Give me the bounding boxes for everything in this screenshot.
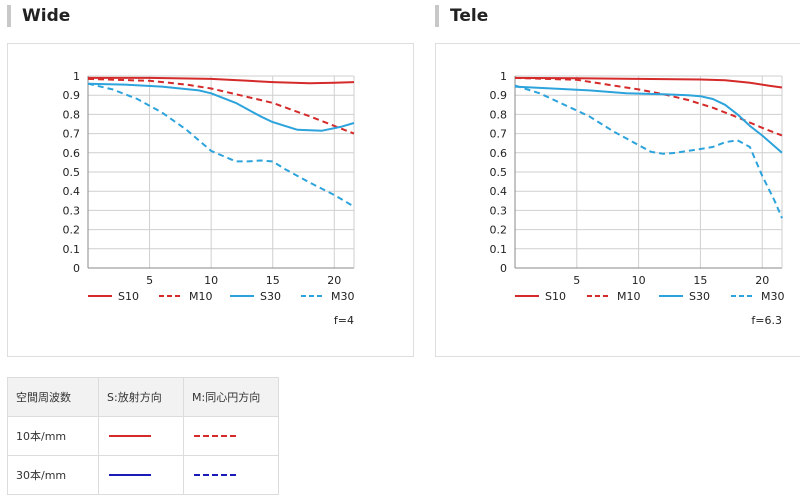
spatial-frequency-legend-table: 空間周波数 S:放射方向 M:同心円方向 10本/mm 30本/mm: [7, 377, 279, 495]
header-sagittal: S:放射方向: [98, 377, 184, 417]
s30-line-swatch: [109, 474, 151, 476]
table-header-row: 空間周波数 S:放射方向 M:同心円方向: [7, 377, 279, 417]
y-tick-label: 0.9: [63, 89, 81, 102]
y-tick-label: 0.2: [63, 224, 81, 237]
x-tick-label: 10: [204, 274, 218, 287]
y-tick-label: 0.3: [63, 204, 81, 217]
y-tick-label: 0: [73, 262, 80, 275]
y-tick-label: 0.1: [490, 243, 508, 256]
series-line-s30: [87, 82, 355, 132]
y-tick-label: 0.8: [490, 108, 508, 121]
legend-label-s30: S30: [260, 290, 281, 303]
y-tick-label: 0.6: [490, 147, 508, 160]
y-tick-label: 0.8: [63, 108, 81, 121]
m10-line-swatch: [194, 435, 236, 437]
header-meridional: M:同心円方向: [183, 377, 279, 417]
x-tick-label: 20: [327, 274, 341, 287]
y-tick-label: 0.2: [490, 224, 508, 237]
y-tick-label: 0.4: [63, 185, 81, 198]
series-line-m30: [87, 82, 355, 208]
tele-title-text: Tele: [450, 6, 489, 26]
wide-chart-panel: 0 0.1 0.2 0.3 0.4 0.5 0.6 0.7 0.8 0.9 1 5 10 15 20 S10 M…: [7, 43, 414, 357]
title-accent-bar: [7, 5, 11, 27]
table-row: 30本/mm: [7, 455, 279, 495]
wide-title-text: Wide: [22, 6, 71, 26]
x-tick-label: 15: [266, 274, 280, 287]
x-tick-label: 5: [146, 274, 153, 287]
y-tick-label: 0.1: [63, 243, 81, 256]
y-tick-label: 1: [500, 70, 507, 83]
x-tick-label: 20: [755, 274, 769, 287]
y-tick-label: 0.9: [490, 89, 508, 102]
legend-label-s30: S30: [689, 290, 710, 303]
y-tick-label: 0.4: [490, 185, 508, 198]
y-tick-label: 1: [73, 70, 80, 83]
header-spatial-frequency: 空間周波数: [7, 377, 99, 417]
legend-label-m30: M30: [331, 290, 355, 303]
series-line-s10: [88, 76, 355, 85]
series-line-m10: [514, 76, 783, 137]
row-frequency-label: 10本/mm: [7, 416, 99, 456]
series-line-s10: [514, 76, 783, 89]
series-line-m30: [514, 84, 783, 219]
s10-line-swatch: [109, 435, 151, 437]
table-row: 10本/mm: [7, 416, 279, 456]
aperture-annotation: f=4: [334, 314, 354, 327]
x-tick-label: 15: [693, 274, 707, 287]
legend-label-s10: S10: [118, 290, 139, 303]
sagittal-swatch-cell: [98, 416, 184, 456]
x-tick-label: 5: [573, 274, 580, 287]
y-tick-label: 0.3: [490, 204, 508, 217]
y-tick-label: 0.6: [63, 147, 81, 160]
meridional-swatch-cell: [183, 416, 279, 456]
aperture-annotation: f=6.3: [751, 314, 782, 327]
x-tick-label: 10: [632, 274, 646, 287]
meridional-swatch-cell: [183, 455, 279, 495]
tele-section-title: Tele: [435, 3, 488, 29]
series-line-m10: [87, 77, 355, 135]
row-frequency-label: 30本/mm: [7, 455, 99, 495]
series-line-s30: [514, 85, 783, 154]
legend-label-m10: M10: [189, 290, 213, 303]
wide-section-title: Wide: [7, 3, 70, 29]
y-tick-label: 0.7: [490, 128, 508, 141]
y-tick-label: 0.7: [63, 128, 81, 141]
legend-label-s10: S10: [545, 290, 566, 303]
title-accent-bar: [435, 5, 439, 27]
y-tick-label: 0.5: [490, 166, 508, 179]
y-tick-label: 0.5: [63, 166, 81, 179]
m30-line-swatch: [194, 474, 236, 476]
legend-label-m30: M30: [761, 290, 785, 303]
sagittal-swatch-cell: [98, 455, 184, 495]
y-tick-label: 0: [500, 262, 507, 275]
tele-chart-panel: 0 0.1 0.2 0.3 0.4 0.5 0.6 0.7 0.8 0.9 1 5 10 15 20 S10 M…: [435, 43, 800, 357]
legend-label-m10: M10: [617, 290, 641, 303]
